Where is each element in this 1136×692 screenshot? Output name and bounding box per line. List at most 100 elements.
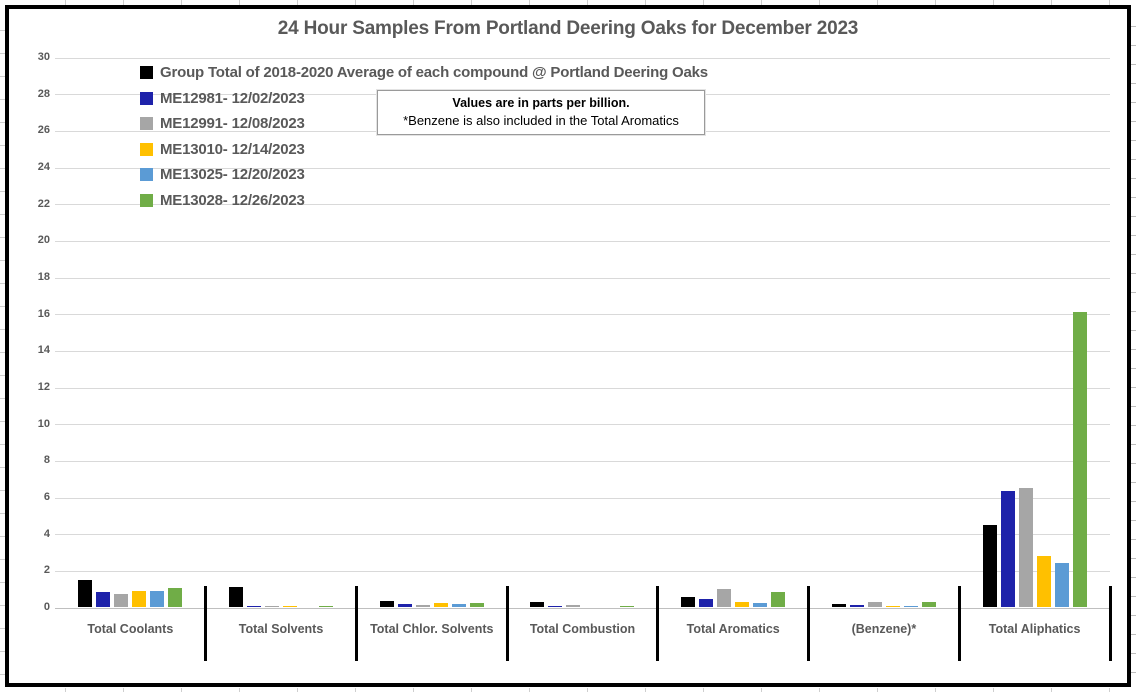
bar-series-4-cat-7[interactable] (1036, 555, 1051, 607)
gridline (55, 424, 1110, 426)
bar-series-2-cat-4[interactable] (548, 605, 563, 607)
y-tick-label: 10 (37, 417, 50, 430)
bar-series-2-cat-7[interactable] (1000, 490, 1015, 607)
legend-swatch-icon (140, 117, 153, 130)
bar-series-5-cat-6[interactable] (903, 606, 918, 607)
legend-swatch-icon (140, 168, 153, 181)
legend-swatch-icon (140, 91, 153, 105)
bar-series-3-cat-3[interactable] (415, 605, 430, 607)
bar-series-3-cat-4[interactable] (566, 604, 581, 607)
category-label: (Benzene)* (851, 622, 917, 636)
gridline (55, 57, 1110, 59)
y-tick-label: 20 (37, 234, 50, 247)
y-tick-label: 2 (43, 564, 50, 577)
y-tick-label: 22 (37, 197, 50, 210)
category-group (356, 58, 507, 608)
bar-series-1-cat-7[interactable] (982, 524, 997, 607)
spreadsheet-gridlines-top (8, 0, 1130, 5)
gridline (55, 497, 1110, 499)
bar-series-3-cat-2[interactable] (265, 605, 280, 607)
bar-series-3-cat-6[interactable] (867, 601, 882, 607)
category-label: Total Aliphatics (988, 622, 1081, 636)
y-tick-label: 0 (43, 601, 50, 613)
bar-series-3-cat-1[interactable] (114, 593, 129, 607)
y-tick-label: 24 (37, 161, 50, 173)
bar-series-4-cat-2[interactable] (283, 605, 298, 607)
y-tick-label: 30 (37, 51, 50, 63)
y-tick-label: 8 (43, 454, 50, 467)
bar-series-4-cat-3[interactable] (433, 603, 448, 607)
bar-series-2-cat-1[interactable] (96, 592, 111, 607)
category-group (206, 58, 357, 608)
legend-item-5[interactable]: ME13025- 12/20/2023 (140, 165, 708, 184)
legend-swatch-icon (140, 193, 153, 207)
legend-item-4[interactable]: ME13010- 12/14/2023 (140, 140, 708, 159)
bar-series-4-cat-1[interactable] (132, 590, 147, 607)
bar-series-1-cat-5[interactable] (681, 596, 696, 607)
category-label: Total Chlor. Solvents (370, 622, 494, 636)
bar-series-1-cat-1[interactable] (78, 579, 93, 607)
bar-series-6-cat-4[interactable] (620, 605, 635, 607)
bar-series-4-cat-6[interactable] (885, 606, 900, 607)
spreadsheet-gridlines-right (1130, 8, 1136, 684)
category-separator (1108, 586, 1112, 661)
legend-item-6[interactable]: ME13028- 12/26/2023 (140, 191, 708, 210)
y-tick-label: 28 (37, 87, 50, 100)
legend-item-1[interactable]: Group Total of 2018-2020 Average of each… (140, 63, 708, 82)
category-separator (354, 586, 358, 661)
legend-swatch-icon (140, 66, 153, 79)
legend: Group Total of 2018-2020 Average of each… (140, 63, 708, 216)
category-group (959, 58, 1110, 608)
bar-series-5-cat-5[interactable] (753, 603, 768, 607)
legend-label: ME13025- 12/20/2023 (160, 166, 305, 183)
bar-series-6-cat-7[interactable] (1072, 311, 1087, 607)
category-label: Total Coolants (87, 622, 174, 636)
bar-series-3-cat-5[interactable] (717, 588, 732, 607)
x-axis-line (55, 607, 1110, 609)
gridline (55, 314, 1110, 316)
gridline (55, 277, 1110, 279)
y-tick-label: 26 (37, 124, 50, 137)
y-tick-label: 4 (43, 527, 50, 540)
bar-series-3-cat-7[interactable] (1018, 487, 1033, 607)
category-label: Total Aromatics (686, 622, 780, 636)
bar-series-2-cat-6[interactable] (849, 605, 864, 607)
gridline (55, 387, 1110, 389)
gridline (55, 570, 1110, 572)
bar-series-5-cat-7[interactable] (1054, 563, 1069, 607)
bar-series-6-cat-1[interactable] (168, 587, 183, 607)
category-separator (505, 586, 509, 661)
bar-series-2-cat-2[interactable] (247, 605, 262, 607)
annotation-line-2: *Benzene is also included in the Total A… (403, 113, 679, 128)
bar-series-4-cat-5[interactable] (735, 602, 750, 607)
bar-series-2-cat-5[interactable] (699, 598, 714, 607)
category-group (55, 58, 206, 608)
spreadsheet-gridlines-bottom (8, 688, 1130, 692)
bar-series-6-cat-6[interactable] (921, 602, 936, 607)
bar-series-6-cat-2[interactable] (319, 605, 334, 607)
bar-series-6-cat-3[interactable] (469, 603, 484, 607)
bar-series-1-cat-6[interactable] (831, 604, 846, 607)
legend-label: ME13010- 12/14/2023 (160, 140, 305, 158)
category-group (658, 58, 809, 608)
gridline (55, 167, 1110, 169)
legend-label: Group Total of 2018-2020 Average of each… (160, 64, 708, 81)
gridline (55, 204, 1110, 206)
bar-series-1-cat-4[interactable] (530, 602, 545, 607)
legend-item-2[interactable]: ME12981- 12/02/2023 (140, 89, 708, 108)
bar-series-1-cat-2[interactable] (229, 586, 244, 607)
bar-series-6-cat-5[interactable] (771, 592, 786, 607)
bar-series-5-cat-1[interactable] (150, 591, 165, 607)
bar-series-2-cat-3[interactable] (397, 604, 412, 607)
bar-series-1-cat-3[interactable] (379, 600, 394, 607)
annotation-line-1: Values are in parts per billion. (452, 96, 630, 110)
y-tick-label: 6 (43, 491, 50, 503)
gridline (55, 460, 1110, 462)
category-label: Total Combustion (529, 622, 636, 636)
legend-item-3[interactable]: ME12991- 12/08/2023 (140, 114, 708, 133)
bar-series-5-cat-3[interactable] (451, 604, 466, 607)
category-separator (204, 586, 208, 661)
gridline (55, 534, 1110, 536)
chart-title: 24 Hour Samples From Portland Deering Oa… (277, 18, 859, 39)
